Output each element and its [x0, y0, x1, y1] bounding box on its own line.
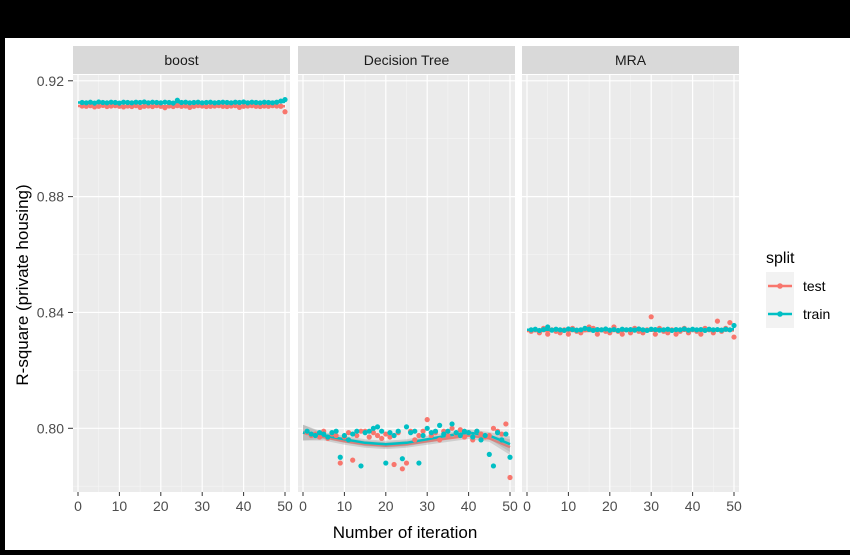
legend-point	[777, 311, 783, 317]
x-tick-label: 10	[112, 498, 128, 514]
data-point	[698, 332, 703, 337]
data-point	[354, 429, 359, 434]
data-point	[495, 430, 500, 435]
data-point	[433, 429, 438, 434]
data-point	[391, 462, 396, 467]
data-point	[416, 460, 421, 465]
x-tick-label: 30	[194, 498, 210, 514]
data-point	[470, 434, 475, 439]
data-point	[367, 434, 372, 439]
legend-label: test	[803, 278, 826, 294]
legend-label: train	[803, 306, 830, 322]
data-point	[375, 424, 380, 429]
x-tick-label: 20	[153, 498, 169, 514]
data-point	[731, 323, 736, 328]
data-point	[474, 429, 479, 434]
x-tick-label: 40	[685, 498, 701, 514]
data-point	[478, 437, 483, 442]
data-point	[379, 436, 384, 441]
panel-decision-tree: Decision Tree 0 10 20 30 40 50	[298, 46, 518, 514]
data-point	[731, 334, 736, 339]
x-tick-label: 30	[419, 498, 435, 514]
data-point	[358, 463, 363, 468]
data-point	[649, 314, 654, 319]
data-point	[342, 433, 347, 438]
x-tick-label: 50	[726, 498, 742, 514]
data-point	[437, 423, 442, 428]
data-point	[425, 417, 430, 422]
data-point	[727, 327, 732, 332]
data-point	[282, 109, 287, 114]
data-point	[425, 426, 430, 431]
panel-boost: boost 0 10 20 30 40 50	[73, 46, 293, 514]
data-point	[715, 319, 720, 324]
x-tick-label: 40	[461, 498, 477, 514]
data-point	[499, 437, 504, 442]
data-point	[379, 429, 384, 434]
y-axis-label: R-square (private housing)	[13, 184, 32, 385]
data-point	[595, 332, 600, 337]
data-point	[350, 458, 355, 463]
facet-panels: boost 0 10 20 30 40 50 Decision Tree 0 10 20 30 40 50…	[73, 46, 742, 514]
data-point	[346, 437, 351, 442]
data-point	[420, 433, 425, 438]
data-point	[391, 433, 396, 438]
data-point	[400, 466, 405, 471]
data-point	[404, 460, 409, 465]
data-point	[483, 433, 488, 438]
data-point	[491, 463, 496, 468]
data-point	[507, 475, 512, 480]
data-point	[383, 460, 388, 465]
data-point	[404, 424, 409, 429]
data-point	[503, 431, 508, 436]
y-tick-label: 0.92	[37, 73, 64, 89]
x-tick-label: 40	[236, 498, 252, 514]
data-point	[449, 421, 454, 426]
y-tick-label: 0.80	[37, 420, 64, 436]
data-point	[334, 429, 339, 434]
x-tick-label: 20	[602, 498, 618, 514]
data-point	[487, 452, 492, 457]
data-point	[466, 430, 471, 435]
x-tick-label: 10	[561, 498, 577, 514]
data-point	[620, 332, 625, 337]
x-tick-label: 0	[74, 498, 82, 514]
x-tick-label: 0	[523, 498, 531, 514]
x-axis-label: Number of iteration	[333, 523, 478, 542]
data-point	[412, 429, 417, 434]
data-point	[396, 429, 401, 434]
x-tick-label: 20	[378, 498, 394, 514]
panel-mra: MRA 0 10 20 30 40 50	[522, 46, 742, 514]
facet-label: Decision Tree	[364, 52, 450, 68]
data-point	[566, 332, 571, 337]
x-tick-label: 10	[337, 498, 353, 514]
data-point	[400, 456, 405, 461]
data-point	[278, 104, 283, 109]
data-point	[445, 429, 450, 434]
data-point	[458, 433, 463, 438]
data-point	[338, 455, 343, 460]
x-tick-label: 0	[299, 498, 307, 514]
data-point	[545, 332, 550, 337]
x-tick-label: 30	[643, 498, 659, 514]
x-tick-label: 50	[277, 498, 293, 514]
data-point	[282, 97, 287, 102]
data-point	[503, 421, 508, 426]
data-point	[325, 434, 330, 439]
data-point	[437, 437, 442, 442]
data-point	[412, 437, 417, 442]
legend-title: split	[766, 250, 795, 267]
y-tick-label: 0.84	[37, 304, 64, 320]
data-point	[507, 455, 512, 460]
legend-point	[777, 283, 783, 289]
x-tick-label: 50	[502, 498, 518, 514]
y-tick-label: 0.88	[37, 189, 64, 205]
facet-label: MRA	[615, 52, 647, 68]
data-point	[545, 324, 550, 329]
facet-label: boost	[164, 52, 198, 68]
data-point	[338, 460, 343, 465]
data-point	[653, 332, 658, 337]
